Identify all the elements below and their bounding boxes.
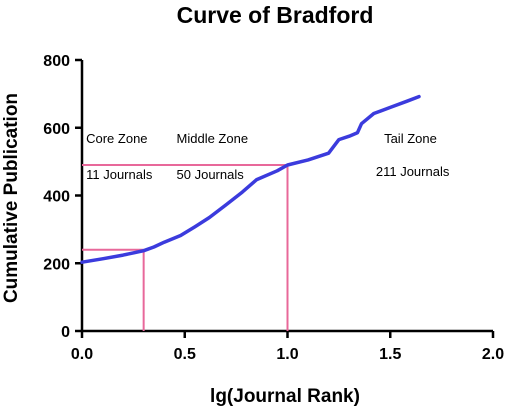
y-tick-label: 200 <box>43 256 70 273</box>
y-tick-label: 400 <box>43 189 70 206</box>
zone-annotation: 211 Journals <box>376 164 450 179</box>
zone-annotation: 11 Journals <box>86 167 153 182</box>
zone-annotation: Tail Zone <box>384 131 437 146</box>
x-tick-label: 0.0 <box>71 346 93 363</box>
y-tick-label: 600 <box>43 121 70 138</box>
plot-area: 0.0 0.5 1.0 1.5 2.0 0 200 400 600 800 Core Zone Mid… <box>43 53 504 363</box>
y-tick-label: 0 <box>61 324 70 341</box>
x-tick-label: 2.0 <box>482 346 504 363</box>
x-tick-label: 1.0 <box>276 346 298 363</box>
x-axis-title: lg(Journal Rank) <box>210 386 360 407</box>
zone-annotation: 50 Journals <box>177 167 245 182</box>
x-tick-label: 0.5 <box>174 346 196 363</box>
chart-title: Curve of Bradford <box>177 2 374 28</box>
zone-annotation: Middle Zone <box>177 131 249 146</box>
series-line-1 <box>80 94 421 264</box>
y-tick-label: 800 <box>43 53 70 70</box>
zone-annotation: Core Zone <box>86 131 147 146</box>
x-tick-label: 1.5 <box>379 346 401 363</box>
y-axis-title: Cumulative Publication <box>1 93 22 303</box>
